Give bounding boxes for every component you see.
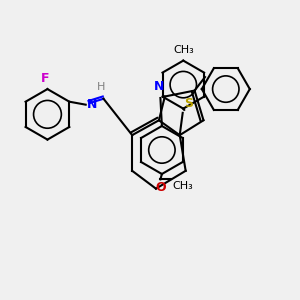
Text: N: N	[154, 80, 164, 93]
Text: S: S	[184, 97, 193, 110]
Text: F: F	[41, 72, 50, 85]
Text: O: O	[155, 182, 166, 194]
Text: N: N	[87, 98, 98, 111]
Text: CH₃: CH₃	[173, 45, 194, 55]
Text: H: H	[97, 82, 105, 92]
Text: CH₃: CH₃	[172, 182, 193, 191]
